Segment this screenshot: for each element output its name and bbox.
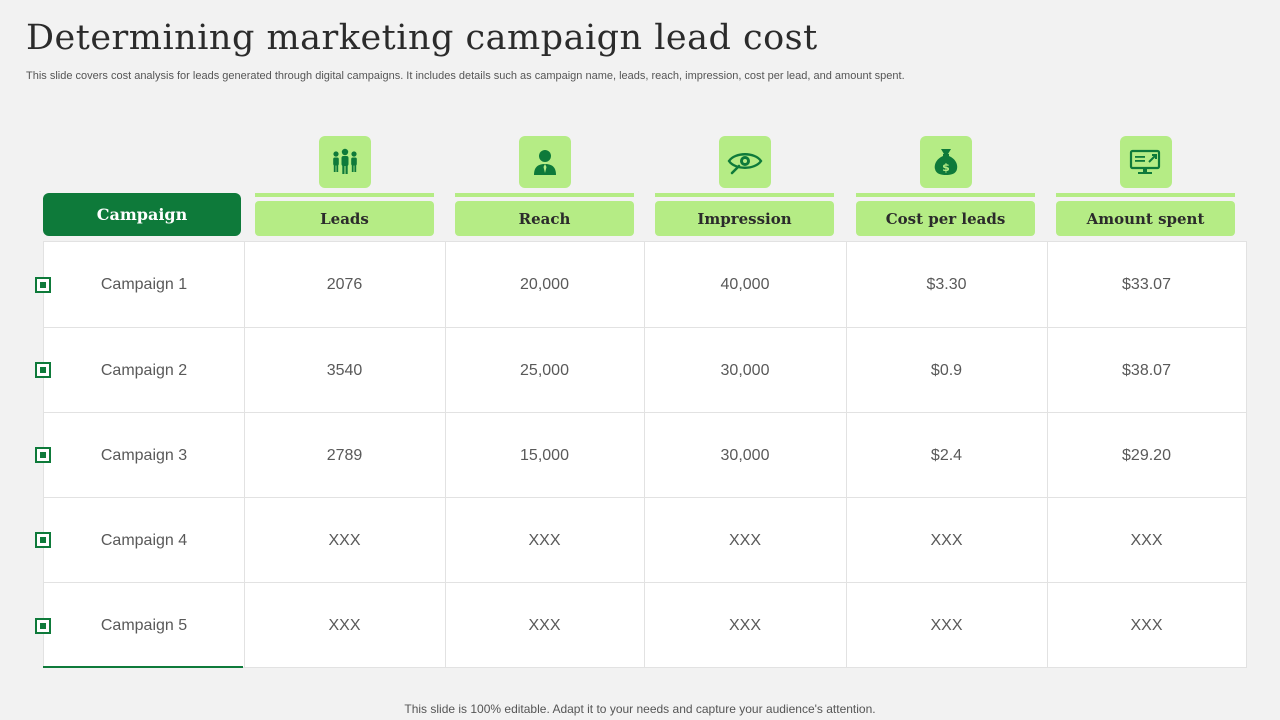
impression-value: 30,000	[720, 361, 770, 379]
svg-text:$: $	[942, 161, 950, 174]
reach-value: XXX	[528, 616, 561, 634]
table-row: Campaign 3 2789 15,000 30,000 $2.4 $29.2…	[44, 412, 1246, 498]
leads-value: 3540	[326, 361, 363, 379]
table-row: Campaign 4 XXX XXX XXX XXX XXX	[44, 497, 1246, 583]
eye-icon	[718, 136, 771, 188]
leads-value: XXX	[328, 616, 361, 634]
amount-spent-value: $29.20	[1122, 446, 1171, 464]
money-bag-icon: $	[919, 136, 972, 188]
campaign-name: Campaign 5	[100, 616, 188, 634]
row-marker-icon	[35, 532, 51, 548]
cost-per-lead-value: XXX	[930, 616, 963, 634]
leads-value: XXX	[328, 531, 361, 549]
leads-value: 2789	[326, 446, 363, 464]
column-label: Reach	[455, 201, 634, 236]
column-label: Impression	[655, 201, 834, 236]
data-table: Campaign 1 2076 20,000 40,000 $3.30 $33.…	[43, 241, 1247, 668]
column-header-cost-per-leads: $ Cost per leads	[856, 136, 1035, 236]
cost-per-lead-value: $2.4	[930, 446, 963, 464]
impression-value: XXX	[728, 616, 761, 634]
amount-spent-value: XXX	[1130, 616, 1163, 634]
row-marker-icon	[35, 618, 51, 634]
column-label: Cost per leads	[856, 201, 1035, 236]
column-header-leads: Leads	[255, 136, 434, 236]
reach-value: 20,000	[520, 275, 569, 293]
reach-value: 15,000	[520, 446, 569, 464]
impression-value: 40,000	[720, 275, 770, 293]
impression-value: XXX	[728, 531, 761, 549]
campaign-name: Campaign 4	[100, 531, 188, 549]
campaign-name: Campaign 1	[100, 275, 188, 293]
leads-value: 2076	[326, 275, 363, 293]
user-icon	[518, 136, 571, 188]
monitor-icon	[1119, 136, 1172, 188]
reach-value: XXX	[528, 531, 561, 549]
slide-title: Determining marketing campaign lead cost	[26, 18, 818, 58]
people-icon	[318, 136, 371, 188]
column-label: Amount spent	[1056, 201, 1235, 236]
amount-spent-value: XXX	[1130, 531, 1163, 549]
amount-spent-value: $38.07	[1122, 361, 1171, 379]
row-marker-icon	[35, 447, 51, 463]
column-header-impression: Impression	[655, 136, 834, 236]
impression-value: 30,000	[720, 446, 770, 464]
slide-subtitle: This slide covers cost analysis for lead…	[26, 70, 905, 82]
table-row: Campaign 1 2076 20,000 40,000 $3.30 $33.…	[44, 242, 1246, 327]
reach-value: 25,000	[520, 361, 569, 379]
cost-per-lead-value: $3.30	[926, 275, 967, 293]
accent-underline	[43, 666, 243, 668]
row-marker-icon	[35, 362, 51, 378]
campaign-name: Campaign 3	[100, 446, 188, 464]
campaign-header: Campaign	[43, 193, 241, 236]
column-label: Leads	[255, 201, 434, 236]
column-header-amount-spent: Amount spent	[1056, 136, 1235, 236]
amount-spent-value: $33.07	[1122, 275, 1171, 293]
cost-per-lead-value: $0.9	[930, 361, 963, 379]
table-row: Campaign 5 XXX XXX XXX XXX XXX	[44, 582, 1246, 668]
column-header-reach: Reach	[455, 136, 634, 236]
campaign-name: Campaign 2	[100, 361, 188, 379]
table-row: Campaign 2 3540 25,000 30,000 $0.9 $38.0…	[44, 327, 1246, 413]
slide-footer: This slide is 100% editable. Adapt it to…	[404, 702, 876, 716]
row-marker-icon	[35, 277, 51, 293]
cost-per-lead-value: XXX	[930, 531, 963, 549]
